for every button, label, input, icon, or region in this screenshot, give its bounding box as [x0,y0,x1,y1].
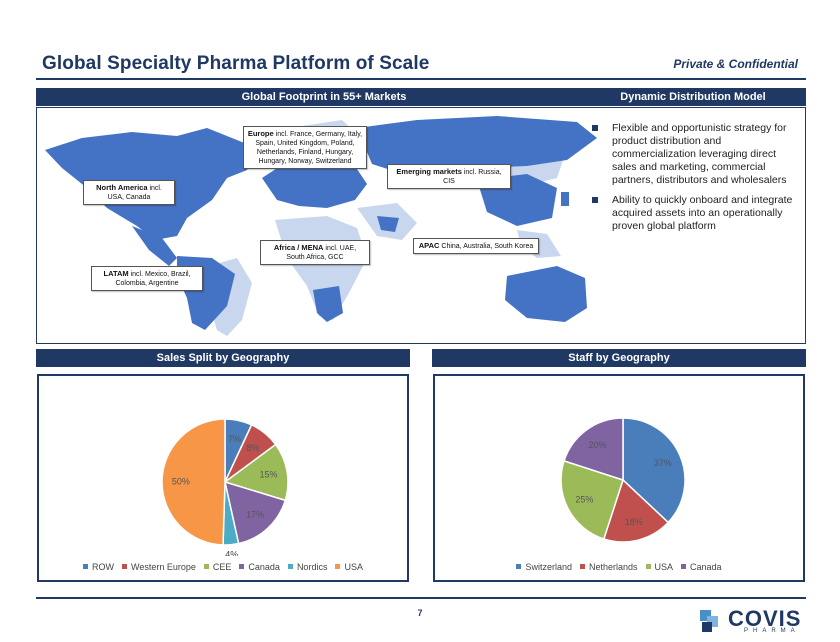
sales-chart-panel: 7% 8% 15% 17% 4% 50% ROW Western Europe CEE Cana… [37,374,409,582]
legend-item: Nordics [287,562,328,572]
legend-item: Switzerland [516,562,572,572]
europe-shape [262,160,367,208]
korea-shape [561,192,569,206]
legend-item: Canada [239,562,280,572]
africa-south-shape [313,286,343,322]
staff-pie-chart: 37% 18% 25% 20% [560,417,686,543]
legend-label: Canada [690,562,722,572]
pie-slice-canada [223,480,287,545]
legend-item: Netherlands [579,562,638,572]
footprint-header: Global Footprint in 55+ Markets [36,88,612,106]
confidential-label: Private & Confidential [673,57,798,71]
distribution-header: Dynamic Distribution Model [580,88,806,106]
pie-label: 7% [228,434,241,444]
pie-label: 15% [259,469,277,479]
legend-swatch [83,564,89,569]
legend-label: Nordics [296,562,328,572]
region-europe: Europe incl. France, Germany, Italy, Spa… [243,126,367,169]
legend-swatch [681,564,687,569]
pie-label: 37% [654,458,672,468]
region-emerging-markets: Emerging markets incl. Russia, CIS [387,164,511,189]
page-title: Global Specialty Pharma Platform of Scal… [42,53,430,74]
legend-item: ROW [83,562,114,572]
legend-swatch [516,564,522,569]
pie-slice-usa [161,418,226,546]
region-latam: LATAM incl. Mexico, Brazil, Colombia, Ar… [91,266,203,291]
legend-label: Switzerland [525,562,572,572]
pie-label: 8% [246,443,259,453]
legend-swatch [203,564,209,569]
legend-swatch [335,564,341,569]
pie-label: 4% [225,550,238,556]
legend-label: Netherlands [588,562,638,572]
pie-label: 50% [172,476,190,486]
covis-logo: COVIS PHARMA [698,606,808,636]
pie-slice-netherlands [602,478,670,543]
legend-item: Western Europe [122,562,196,572]
region-africa-mena: Africa / MENA incl. UAE, South Africa, G… [260,240,370,265]
legend-label: Western Europe [131,562,196,572]
page-number: 7 [417,608,423,618]
legend-item: Canada [681,562,722,572]
sales-legend: ROW Western Europe CEE Canada Nordics USA [39,562,407,572]
pie-label: 20% [588,440,606,450]
legend-swatch [122,564,128,569]
central-america-shape [132,226,177,266]
legend-label: USA [654,562,674,572]
legend-label: ROW [92,562,115,572]
legend-item: USA [645,562,674,572]
distribution-bullets: Flexible and opportunistic strategy for … [590,122,800,240]
staff-legend: Switzerland Netherlands USA Canada [435,562,803,572]
world-map-panel: North America incl. USA, Canada Europe i… [36,107,806,344]
covis-logo-mark-icon [700,610,718,632]
legend-swatch [579,564,585,569]
australia-shape [505,266,587,322]
bullet-square-icon [592,197,598,203]
legend-item: USA [335,562,363,572]
legend-label: Canada [248,562,280,572]
pie-slice-switzerland [622,417,686,524]
gulf-shape [377,216,399,232]
bullet-item: Flexible and opportunistic strategy for … [590,122,800,187]
legend-swatch [239,564,245,569]
legend-item: CEE [203,562,232,572]
sales-pie-chart: 7% 8% 15% 17% 4% 50% [161,418,289,556]
pie-label: 17% [246,509,264,519]
title-divider [36,78,806,80]
legend-swatch [645,564,651,569]
legend-label: USA [344,562,363,572]
pie-slice-canada [563,417,624,482]
staff-header: Staff by Geography [432,349,806,367]
pie-label: 18% [625,517,643,527]
russia-shape [357,116,597,172]
footer-divider [36,597,806,599]
legend-swatch [287,564,293,569]
legend-label: CEE [212,562,232,572]
staff-chart-panel: 37% 18% 25% 20% Switzerland Netherlands USA Ca… [433,374,805,582]
logo-text: COVIS [728,606,802,631]
pie-label: 25% [575,495,593,505]
logo-subtext: PHARMA [744,628,800,634]
sales-header: Sales Split by Geography [36,349,410,367]
region-north-america: North America incl. USA, Canada [83,180,175,205]
region-apac: APAC China, Australia, South Korea [413,238,539,254]
pie-slice-usa [560,459,624,540]
bullet-item: Ability to quickly onboard and integrate… [590,194,800,233]
bullet-square-icon [592,125,598,131]
